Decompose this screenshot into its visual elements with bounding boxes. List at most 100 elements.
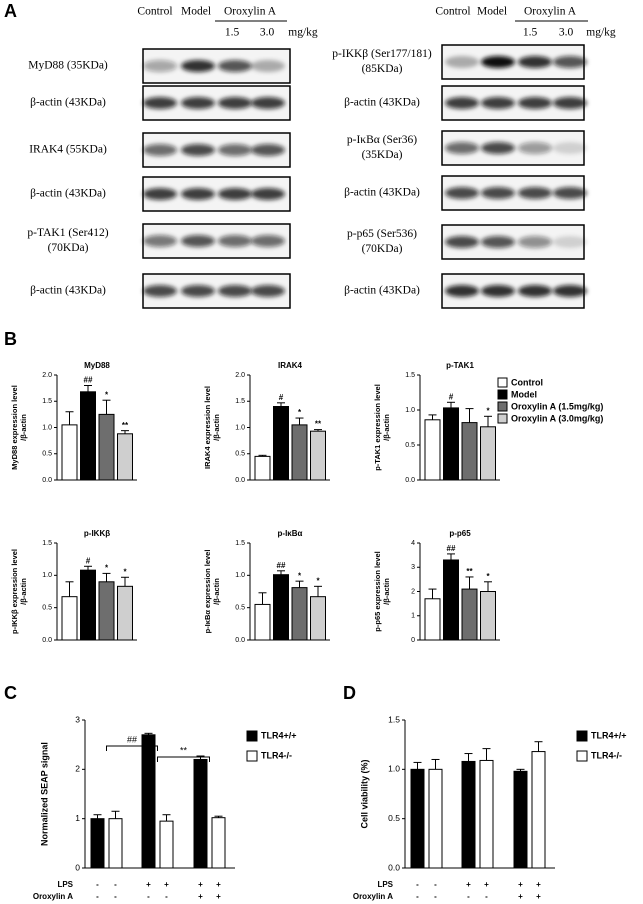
panel-label: C	[4, 683, 17, 703]
bar	[424, 598, 441, 641]
y-tick-label: 1.0	[235, 424, 245, 431]
y-axis-label: Normalized SEAP signal	[39, 742, 49, 846]
significance-label: ##	[277, 561, 286, 570]
condition-sign: -	[416, 892, 419, 901]
blot-band	[518, 97, 552, 109]
blot-band	[553, 236, 587, 248]
chart-title: p-IκBα	[278, 529, 303, 538]
blot-band	[445, 187, 479, 199]
y-tick-label: 1.5	[42, 540, 52, 547]
y-tick-label: 0.0	[42, 477, 52, 484]
y-tick-label: 3	[411, 564, 415, 571]
significance-label: *	[316, 576, 320, 585]
condition-sign: -	[467, 892, 470, 901]
significance-label: **	[315, 420, 322, 429]
bar	[61, 424, 78, 481]
y-tick-label: 1.0	[42, 572, 52, 579]
significance-label: *	[486, 572, 490, 581]
blot-band	[143, 285, 177, 297]
bar	[513, 770, 528, 869]
y-tick-label: 0.5	[235, 451, 245, 458]
blot-band	[251, 285, 285, 297]
blot-band	[218, 97, 252, 109]
blot-row-label: (35KDa)	[362, 149, 403, 161]
y-tick-label: 1.0	[235, 572, 245, 579]
y-tick-label: 3	[75, 714, 80, 724]
y-tick-label: 1	[411, 613, 415, 620]
legend-label: TLR4-/-	[591, 750, 622, 760]
bar	[254, 455, 271, 481]
y-axis-label-line: p-p65 expression level	[373, 551, 382, 631]
dose-unit: mg/kg	[586, 27, 616, 39]
condition-sign: +	[216, 880, 221, 889]
chart-title: p-IKKβ	[84, 529, 110, 538]
y-tick-label: 0.5	[42, 451, 52, 458]
legend-swatch	[576, 750, 588, 762]
y-axis-label-line: MyD88 expression level	[10, 385, 19, 470]
y-tick-label: 0.0	[235, 477, 245, 484]
blot-band	[143, 235, 177, 247]
y-tick-label: 1.5	[388, 714, 400, 724]
dose-label: 1.5	[225, 27, 240, 39]
significance-label: #	[279, 393, 284, 402]
legend-swatch	[497, 401, 508, 412]
bar	[424, 419, 441, 481]
blot-header: Oroxylin A	[224, 6, 277, 18]
legend-label: Control	[511, 377, 543, 387]
condition-sign: +	[198, 892, 203, 901]
blot-band	[553, 187, 587, 199]
y-tick-label: 0	[75, 862, 80, 872]
significance-label: ##	[447, 544, 456, 553]
blot-band	[143, 188, 177, 200]
y-axis-label-line: /β-actin	[212, 414, 221, 441]
blot-band	[251, 235, 285, 247]
blot-band	[481, 56, 515, 68]
bar	[211, 817, 226, 869]
legend-label: TLR4-/-	[261, 750, 292, 760]
bar	[531, 751, 546, 869]
y-tick-label: 1.0	[388, 764, 400, 774]
condition-sign: +	[216, 892, 221, 901]
dose-label: 3.0	[559, 27, 574, 39]
panel-label: D	[343, 683, 356, 703]
blot-band	[518, 56, 552, 68]
legend-swatch	[246, 730, 258, 742]
bar	[461, 422, 478, 481]
y-tick-label: 0.5	[405, 442, 415, 449]
legend-swatch	[246, 750, 258, 762]
blot-header: Control	[137, 6, 172, 18]
blot-band	[518, 285, 552, 297]
significance-label: *	[298, 571, 302, 580]
blot-row-label: MyD88 (35KDa)	[28, 60, 108, 72]
y-axis-label: p-TAK1 expression level/β-actin	[373, 384, 391, 471]
condition-sign: -	[96, 880, 99, 889]
panel-label: B	[4, 329, 17, 349]
blot-band	[553, 56, 587, 68]
y-tick-label: 1.5	[405, 372, 415, 379]
y-axis-label: p-IKKβ expression level/β-actin	[10, 549, 28, 634]
blot-header: Control	[435, 6, 470, 18]
condition-label: Oroxylin A	[353, 892, 393, 901]
blot-band	[218, 188, 252, 200]
y-axis-label-line: /β-actin	[19, 414, 28, 441]
blot-header: Model	[477, 6, 507, 18]
bar	[80, 569, 96, 641]
blot-band	[518, 142, 552, 154]
bar	[291, 424, 308, 481]
blot-row-label: IRAK4 (55KDa)	[29, 144, 107, 156]
blot-band	[445, 236, 479, 248]
condition-label: Oroxylin A	[33, 892, 73, 901]
significance-label: **	[466, 567, 473, 576]
condition-sign: -	[485, 892, 488, 901]
bar	[310, 430, 326, 481]
blot-band	[481, 142, 515, 154]
condition-sign: -	[114, 880, 117, 889]
bar	[80, 391, 96, 481]
blot-row-label: β-actin (43KDa)	[344, 97, 420, 109]
bar	[117, 585, 133, 641]
blot-band	[143, 60, 177, 72]
blot-band	[218, 235, 252, 247]
y-axis-label-line: IRAK4 expression level	[203, 386, 212, 469]
dose-unit: mg/kg	[288, 27, 318, 39]
condition-sign: +	[198, 880, 203, 889]
